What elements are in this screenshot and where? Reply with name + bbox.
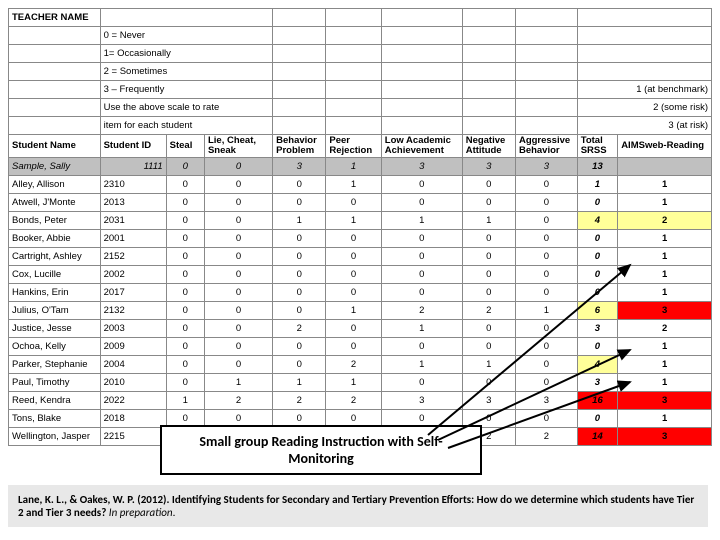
data-table: TEACHER NAME0 = Never1= Occasionally2 = … [8, 8, 712, 446]
column-header: Steal [166, 135, 204, 158]
table-row: Paul, Timothy2010011100031 [9, 373, 712, 391]
column-header: AIMSweb-Reading [618, 135, 712, 158]
table-row: Justice, Jesse2003002010032 [9, 319, 712, 337]
column-header: Student Name [9, 135, 101, 158]
column-header: PeerRejection [326, 135, 381, 158]
column-header: Low AcademicAchievement [381, 135, 462, 158]
header-row: Student NameStudent IDStealLie, Cheat,Sn… [9, 135, 712, 158]
info-row: Use the above scale to rate2 (some risk) [9, 99, 712, 117]
sample-row: Sample, Sally1111003133313 [9, 157, 712, 175]
table-row: Ochoa, Kelly2009000000001 [9, 337, 712, 355]
column-header: NegativeAttitude [462, 135, 515, 158]
info-row: 3 – Frequently1 (at benchmark) [9, 81, 712, 99]
column-header: AggressiveBehavior [515, 135, 577, 158]
callout-box: Small group Reading Instruction with Sel… [160, 425, 482, 475]
citation-text: Lane, K. L., & Oakes, W. P. (2012). Iden… [8, 485, 708, 527]
column-header: BehaviorProblem [273, 135, 326, 158]
column-header: TotalSRSS [577, 135, 617, 158]
table-row: Cartright, Ashley2152000000001 [9, 247, 712, 265]
table-row: Hankins, Erin2017000000001 [9, 283, 712, 301]
table-row: Alley, Allison2310000100011 [9, 175, 712, 193]
table-row: Atwell, J'Monte2013000000001 [9, 193, 712, 211]
info-row: TEACHER NAME [9, 9, 712, 27]
column-header: Student ID [100, 135, 166, 158]
info-row: 2 = Sometimes [9, 63, 712, 81]
info-row: 1= Occasionally [9, 45, 712, 63]
info-row: item for each student3 (at risk) [9, 117, 712, 135]
column-header: Lie, Cheat,Sneak [204, 135, 272, 158]
info-row: 0 = Never [9, 27, 712, 45]
table-row: Reed, Kendra20221222333163 [9, 391, 712, 409]
table-row: Booker, Abbie2001000000001 [9, 229, 712, 247]
table-row: Parker, Stephanie2004000211041 [9, 355, 712, 373]
worksheet: TEACHER NAME0 = Never1= Occasionally2 = … [8, 8, 712, 446]
table-row: Bonds, Peter2031001111042 [9, 211, 712, 229]
table-row: Julius, O'Tam2132000122163 [9, 301, 712, 319]
table-row: Cox, Lucille2002000000001 [9, 265, 712, 283]
